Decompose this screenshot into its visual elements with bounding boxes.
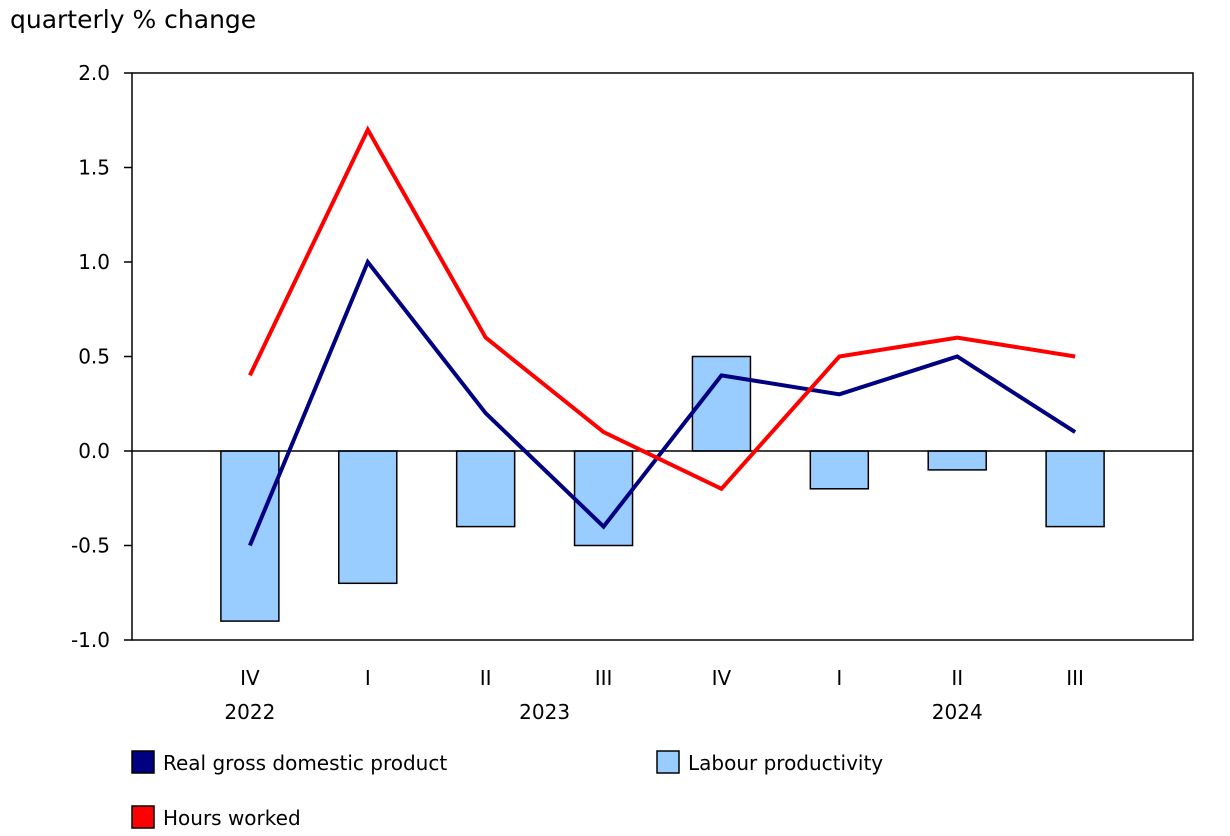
- legend-label: Hours worked: [163, 806, 301, 830]
- bar-labour-productivity: [338, 450, 398, 585]
- legend-swatch: [131, 805, 155, 829]
- bar-labour-productivity: [1045, 450, 1105, 528]
- x-tick-label: I: [365, 666, 371, 690]
- y-tick-label: -1.0: [71, 628, 110, 652]
- x-tick-label: IV: [712, 666, 732, 690]
- x-tick-label: III: [1066, 666, 1084, 690]
- bar-labour-productivity: [691, 355, 752, 452]
- y-tick-label: 1.0: [78, 250, 110, 274]
- y-axis-label: quarterly % change: [10, 5, 256, 34]
- bar-labour-productivity: [573, 450, 634, 547]
- legend-label: Real gross domestic product: [163, 751, 447, 775]
- bar-labour-productivity: [220, 450, 280, 622]
- x-tick-label: II: [480, 666, 492, 690]
- x-tick-label: I: [836, 666, 842, 690]
- year-label: 2022: [224, 700, 275, 724]
- x-tick-label: II: [951, 666, 963, 690]
- bar-labour-productivity: [809, 450, 870, 490]
- legend-swatch: [656, 750, 680, 774]
- bar-labour-productivity: [927, 450, 987, 471]
- plot-frame: [131, 72, 1194, 641]
- y-tick-label: 0.5: [78, 345, 110, 369]
- y-tick-label: 1.5: [78, 156, 110, 180]
- bar-labour-productivity: [455, 450, 516, 528]
- legend-swatch: [131, 750, 155, 774]
- x-tick-label: IV: [240, 666, 260, 690]
- y-tick-label: 2.0: [78, 61, 110, 85]
- legend-label: Labour productivity: [688, 751, 883, 775]
- line-hours-worked: [248, 125, 1076, 492]
- y-tick-label: 0.0: [78, 439, 110, 463]
- line-real-gross-domestic-product: [248, 258, 1077, 547]
- year-label: 2023: [519, 700, 570, 724]
- year-label: 2024: [932, 700, 983, 724]
- x-tick-label: III: [595, 666, 613, 690]
- y-tick-label: -0.5: [71, 534, 110, 558]
